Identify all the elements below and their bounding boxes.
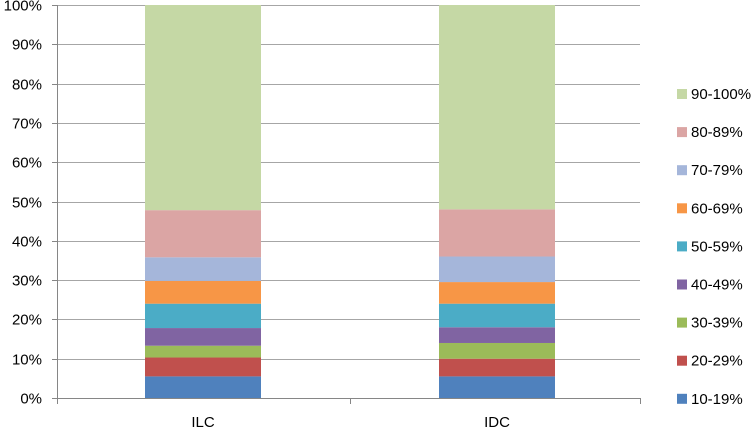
y-tick-label: 10% (12, 352, 42, 369)
legend-label: 70-79% (691, 162, 743, 179)
bars (145, 5, 555, 398)
bar-segment (439, 358, 555, 377)
bar-segment (439, 282, 555, 304)
bar-segment (439, 303, 555, 328)
y-tick-label: 100% (4, 0, 42, 15)
legend-swatch (677, 355, 687, 366)
legend-label: 50-59% (691, 238, 743, 255)
legend-swatch (677, 393, 687, 404)
legend-label: 20-29% (691, 353, 743, 370)
legend-label: 10-19% (691, 391, 743, 408)
legend-label: 60-69% (691, 200, 743, 217)
legend-swatch (677, 165, 687, 176)
y-tick-label: 50% (12, 195, 42, 212)
legend-swatch (677, 127, 687, 138)
y-tick-label: 70% (12, 116, 42, 133)
bar-segment (439, 5, 555, 210)
bar-segment (145, 303, 261, 329)
legend-swatch (677, 89, 687, 99)
y-tick-label: 30% (12, 273, 42, 290)
bar-segment (145, 345, 261, 358)
bar-segment (145, 280, 261, 304)
legend-swatch (677, 241, 687, 252)
y-tick-label: 0% (20, 391, 42, 408)
bar-segment (439, 256, 555, 283)
legend-label: 90-100% (691, 86, 751, 103)
legend: 90-100% 80-89% 70-79% 60-69% 50-59% 40-49% 30-… (677, 86, 751, 408)
axes: 0% 10% 20% 30% 40% 50% 60% 70% 80% 90% 100% ILC IDC (4, 0, 641, 429)
bar-segment (439, 376, 555, 398)
y-tick-label: 40% (12, 234, 42, 251)
bar-segment (145, 357, 261, 377)
bar-segment (145, 257, 261, 281)
bar-segment (439, 209, 555, 257)
legend-swatch (677, 279, 687, 290)
x-category-label: IDC (484, 414, 510, 429)
bar-segment (145, 328, 261, 346)
y-tick-label: 20% (12, 312, 42, 329)
y-tick-label: 60% (12, 155, 42, 172)
y-tick-label: 90% (12, 37, 42, 54)
y-tick-label: 80% (12, 77, 42, 94)
bar-segment (145, 5, 261, 211)
x-category-label: ILC (191, 414, 215, 429)
bar-segment (145, 210, 261, 258)
bar-segment (145, 376, 261, 398)
legend-swatch (677, 317, 687, 328)
bar-segment (439, 327, 555, 343)
legend-swatch (677, 203, 687, 214)
legend-label: 80-89% (691, 124, 743, 141)
legend-label: 30-39% (691, 315, 743, 332)
bar-segment (439, 342, 555, 359)
legend-label: 40-49% (691, 277, 743, 294)
